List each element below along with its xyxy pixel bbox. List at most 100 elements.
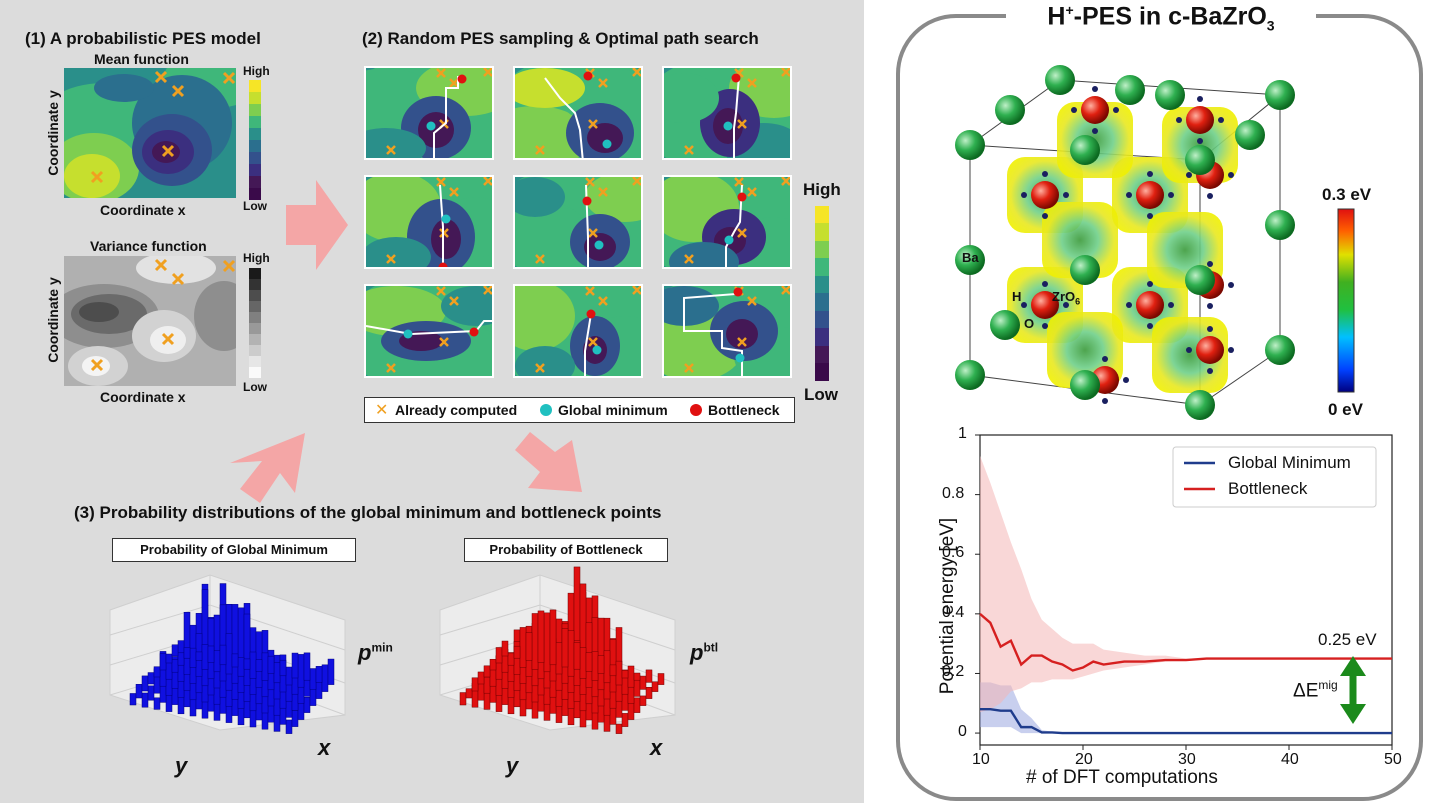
hist-bar — [129, 693, 137, 706]
computed-markers — [90, 258, 236, 372]
cross-marker — [436, 177, 446, 187]
variance-ylabel: Coordinate y — [45, 277, 61, 363]
barium-atom — [1045, 65, 1075, 95]
cross-marker — [439, 337, 449, 347]
y-tick-label: 0.8 — [942, 484, 965, 502]
cross-marker — [737, 119, 747, 129]
barium-atom — [1265, 210, 1295, 240]
cross-marker — [598, 296, 608, 306]
cross-icon: ✕ — [375, 402, 389, 419]
arrow-down-right-icon — [515, 432, 582, 492]
variance-colorbar — [249, 268, 261, 378]
mean-ylabel: Coordinate y — [45, 90, 61, 176]
uncertainty-band — [980, 455, 1392, 713]
hist-bar — [477, 682, 485, 701]
arrow-head-down — [1340, 704, 1366, 724]
hydrogen-atom — [1207, 261, 1213, 267]
pes-isosurface — [1042, 202, 1118, 278]
gm-x-label: x — [318, 735, 331, 760]
x-tick-label: 50 — [1384, 751, 1402, 768]
barium-atom — [1185, 145, 1215, 175]
hist-bar — [279, 659, 287, 677]
hist-bar — [285, 719, 293, 734]
gm-bars — [129, 583, 335, 734]
cross-marker — [585, 177, 595, 187]
hist-bar — [189, 647, 197, 668]
barium-atom — [1265, 80, 1295, 110]
hist-bar — [525, 632, 533, 661]
hist-bar — [219, 644, 227, 666]
optimal-path — [433, 76, 459, 158]
pes-legend: ✕ Already computed Global minimum Bottle… — [364, 397, 795, 423]
hist-bar — [183, 647, 191, 659]
hist-bar — [573, 642, 581, 670]
hydrogen-atom — [1168, 192, 1174, 198]
hist-bar — [477, 671, 485, 685]
global-min-dot — [592, 345, 602, 355]
cross-marker — [734, 177, 744, 187]
pes-colorbar — [815, 206, 829, 381]
oxygen-atom — [1031, 181, 1059, 209]
hist-bar — [633, 697, 641, 713]
hist-bar — [237, 607, 245, 693]
bottleneck-dot — [737, 192, 747, 202]
oxygen-atom — [1081, 96, 1109, 124]
hist-bar — [537, 610, 545, 663]
global-min-dot — [602, 139, 612, 149]
hist-bar — [177, 652, 185, 666]
cross-marker — [449, 187, 459, 197]
barium-atom — [1235, 120, 1265, 150]
hydrogen-atom — [1218, 117, 1224, 123]
variance-xlabel: Coordinate x — [100, 389, 186, 405]
bn-bars — [459, 566, 665, 734]
hydrogen-atom — [1168, 302, 1174, 308]
pes-sample-5 — [513, 175, 643, 269]
cross-marker — [684, 363, 694, 373]
barium-atom — [955, 360, 985, 390]
cross-marker — [535, 254, 545, 264]
hydrogen-atom — [1207, 193, 1213, 199]
cross-marker — [436, 68, 446, 78]
hist-bar — [327, 658, 335, 685]
hist-bar — [255, 659, 263, 672]
hydrogen-atom — [1021, 192, 1027, 198]
hist-bar — [225, 633, 233, 675]
hist-bar — [291, 676, 299, 695]
hist-bar — [309, 687, 317, 706]
pes-cb-high: High — [803, 180, 841, 199]
label-ba: Ba — [962, 250, 979, 265]
cross-marker — [598, 78, 608, 88]
computed-markers — [90, 70, 236, 184]
hist-bar — [303, 696, 311, 713]
legend-computed: Already computed — [395, 402, 518, 418]
bottleneck-dot — [733, 287, 743, 297]
cross-marker — [781, 68, 790, 77]
cross-marker — [386, 254, 396, 264]
hist-bar — [597, 617, 605, 691]
bottleneck-dot — [583, 71, 593, 81]
hist-bar — [153, 697, 161, 710]
pes-sample-7 — [364, 284, 494, 378]
hist-bar — [291, 710, 299, 727]
x-tick-label: 30 — [1178, 751, 1196, 768]
arrow-right-icon — [286, 180, 348, 270]
hist-bar — [261, 652, 269, 681]
delta-e-label: ΔEmig — [1293, 678, 1338, 702]
energy-colorscale — [1337, 208, 1355, 393]
optimal-path — [733, 75, 740, 158]
y-axis-label: Potential energy [eV] — [937, 517, 958, 695]
y-tick-label: 0 — [958, 723, 967, 741]
pes-sample-8 — [513, 284, 643, 378]
hydrogen-atom — [1186, 172, 1192, 178]
hydrogen-atom — [1147, 213, 1153, 219]
cross-marker — [483, 286, 492, 295]
hist-bar — [141, 675, 149, 692]
hist-bar — [603, 714, 611, 732]
variance-function-title: Variance function — [90, 238, 207, 254]
barium-atom — [1070, 135, 1100, 165]
hist-bar — [621, 713, 629, 727]
cyan-dot-icon — [540, 404, 552, 416]
hydrogen-atom — [1042, 213, 1048, 219]
hydrogen-atom — [1197, 96, 1203, 102]
pes-sample-1 — [364, 66, 494, 160]
